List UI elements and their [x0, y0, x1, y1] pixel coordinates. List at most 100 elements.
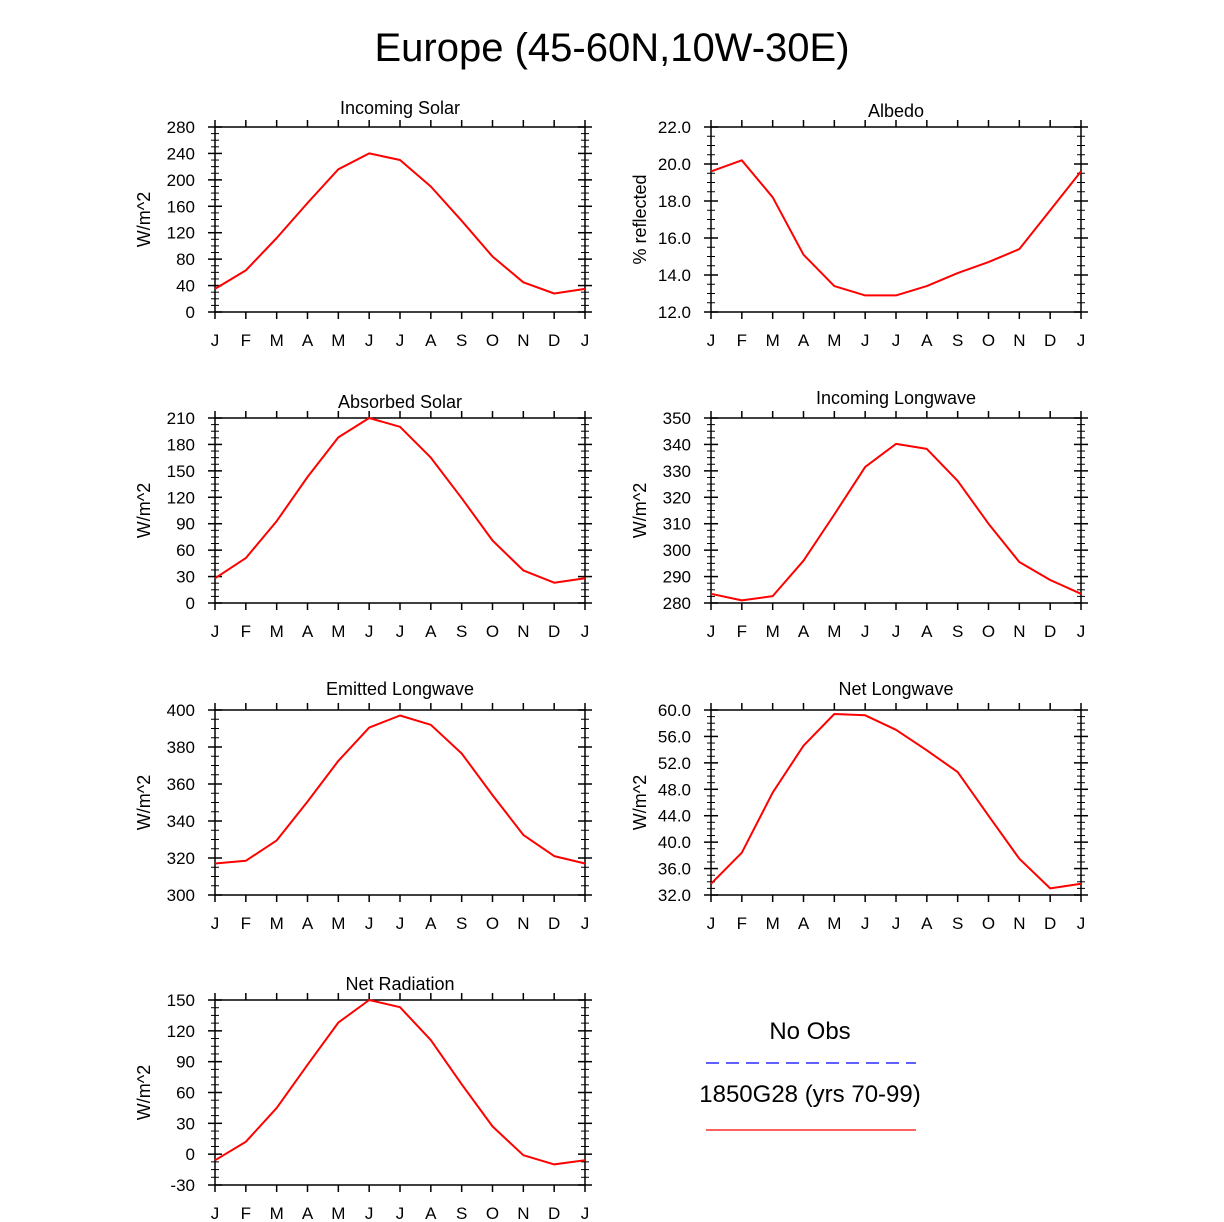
x-tick-label: J: [581, 1204, 590, 1222]
x-tick-label: O: [486, 1204, 499, 1222]
y-tick-label: 12.0: [658, 303, 691, 322]
x-tick-label: J: [581, 622, 590, 641]
y-tick-label: 80: [176, 250, 195, 269]
y-tick-label: 280: [663, 594, 691, 613]
x-tick-label: A: [425, 622, 437, 641]
x-tick-label: N: [517, 622, 529, 641]
x-tick-label: M: [270, 914, 284, 933]
y-tick-label: 160: [167, 197, 195, 216]
x-tick-label: N: [1013, 622, 1025, 641]
x-tick-label: A: [798, 914, 810, 933]
x-tick-label: J: [1077, 622, 1086, 641]
x-tick-label: J: [707, 331, 716, 350]
x-tick-label: M: [331, 1204, 345, 1222]
series-line: [214, 417, 586, 584]
x-tick-label: J: [396, 331, 405, 350]
plot-frame: [710, 126, 1082, 313]
x-tick-label: A: [425, 914, 437, 933]
plot-frame: [214, 417, 586, 604]
x-tick-label: J: [365, 331, 374, 350]
y-tick-label: 48.0: [658, 780, 691, 799]
y-tick-label: 210: [167, 409, 195, 428]
series-line: [214, 714, 586, 865]
x-tick-label: J: [707, 622, 716, 641]
y-tick-label: 320: [167, 849, 195, 868]
y-tick-label: 200: [167, 171, 195, 190]
x-tick-label: A: [425, 1204, 437, 1222]
panel-title: Albedo: [868, 101, 924, 121]
y-tick-label: 22.0: [658, 118, 691, 137]
x-tick-label: D: [548, 914, 560, 933]
x-tick-label: J: [211, 1204, 220, 1222]
x-tick-label: J: [396, 1204, 405, 1222]
x-tick-label: J: [1077, 331, 1086, 350]
y-tick-label: 60: [176, 541, 195, 560]
x-tick-label: J: [396, 622, 405, 641]
x-tick-label: A: [425, 331, 437, 350]
series-line: [710, 442, 1082, 602]
x-tick-label: J: [892, 914, 901, 933]
panel-title: Net Longwave: [838, 679, 953, 699]
x-tick-label: M: [766, 331, 780, 350]
y-axis-label: W/m^2: [134, 483, 154, 538]
x-tick-label: S: [456, 331, 467, 350]
x-tick-label: A: [302, 331, 314, 350]
x-tick-label: S: [952, 914, 963, 933]
x-tick-label: A: [798, 331, 810, 350]
x-tick-label: M: [766, 622, 780, 641]
x-tick-label: A: [921, 622, 933, 641]
x-tick-label: O: [486, 622, 499, 641]
y-tick-label: 400: [167, 701, 195, 720]
x-tick-label: O: [982, 622, 995, 641]
legend: No Obs 1850G28 (yrs 70-99): [699, 1018, 921, 1131]
figure-title: Europe (45-60N,10W-30E): [374, 26, 850, 70]
x-tick-label: J: [861, 331, 870, 350]
panel-title: Emitted Longwave: [326, 679, 474, 699]
x-tick-label: N: [1013, 914, 1025, 933]
x-tick-label: J: [396, 914, 405, 933]
y-tick-label: 240: [167, 144, 195, 163]
y-tick-label: 90: [176, 515, 195, 534]
x-tick-label: S: [952, 331, 963, 350]
x-tick-label: A: [798, 622, 810, 641]
x-tick-label: N: [1013, 331, 1025, 350]
y-tick-label: 120: [167, 488, 195, 507]
x-tick-label: J: [861, 622, 870, 641]
y-tick-label: 310: [663, 515, 691, 534]
series-line: [710, 713, 1082, 890]
x-tick-label: J: [365, 622, 374, 641]
y-tick-label: 0: [186, 594, 195, 613]
panel-title: Incoming Solar: [340, 98, 460, 118]
x-tick-label: F: [241, 331, 251, 350]
y-tick-label: 16.0: [658, 229, 691, 248]
x-tick-label: S: [456, 914, 467, 933]
y-tick-label: 14.0: [658, 266, 691, 285]
x-tick-label: A: [921, 914, 933, 933]
x-tick-label: M: [331, 914, 345, 933]
panel-title: Incoming Longwave: [816, 388, 976, 408]
y-tick-label: 150: [167, 991, 195, 1010]
y-axis-label: W/m^2: [630, 483, 650, 538]
legend-model-label: 1850G28 (yrs 70-99): [699, 1081, 920, 1108]
y-tick-label: -30: [170, 1176, 195, 1195]
y-tick-label: 280: [167, 118, 195, 137]
x-tick-label: F: [241, 622, 251, 641]
y-tick-label: 60.0: [658, 701, 691, 720]
x-tick-label: S: [952, 622, 963, 641]
y-tick-label: 300: [167, 886, 195, 905]
x-tick-label: M: [270, 331, 284, 350]
x-tick-label: A: [921, 331, 933, 350]
x-tick-label: J: [892, 622, 901, 641]
y-tick-label: 350: [663, 409, 691, 428]
x-tick-label: F: [737, 331, 747, 350]
y-axis-label: W/m^2: [630, 775, 650, 830]
x-tick-label: J: [365, 1204, 374, 1222]
x-tick-label: D: [1044, 914, 1056, 933]
x-tick-label: N: [517, 331, 529, 350]
